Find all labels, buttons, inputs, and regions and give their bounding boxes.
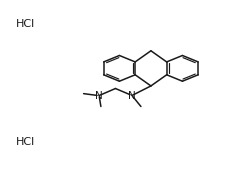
Text: N: N xyxy=(95,91,103,101)
Text: HCl: HCl xyxy=(16,137,36,147)
Text: HCl: HCl xyxy=(16,19,36,29)
Text: N: N xyxy=(128,91,136,101)
